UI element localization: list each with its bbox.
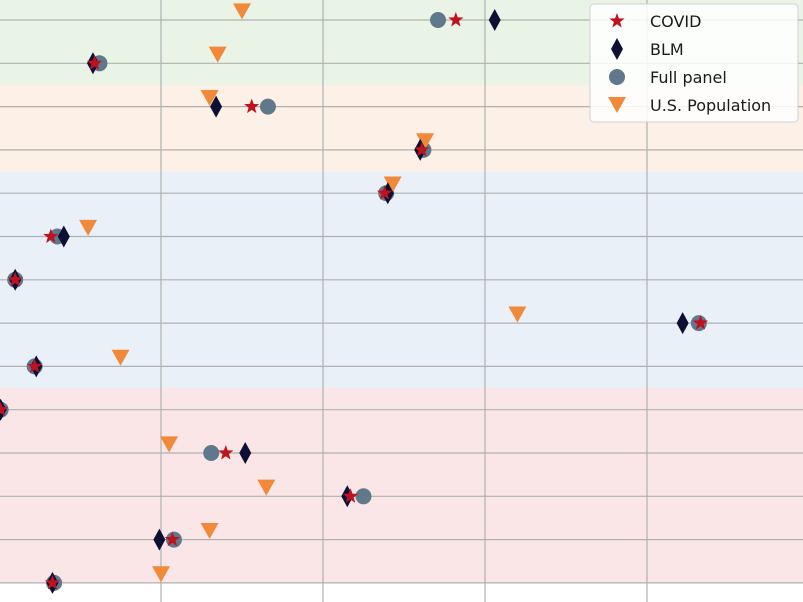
- u-s-population-point: [383, 176, 402, 193]
- u-s-population-point: [160, 436, 179, 453]
- blm-point: [488, 9, 501, 31]
- blm-point: [239, 442, 252, 464]
- data-points: [0, 3, 709, 594]
- legend-label-blm: BLM: [650, 40, 684, 59]
- legend-label-covid: COVID: [650, 12, 701, 31]
- legend-label-full-panel: Full panel: [650, 68, 727, 87]
- legend-marker-covid: [609, 13, 625, 28]
- legend-frame: [589, 3, 799, 123]
- blm-point: [676, 312, 689, 335]
- blm-point: [57, 225, 70, 248]
- blm-point: [153, 528, 166, 551]
- covid-point: [692, 315, 709, 330]
- full-panel-point: [259, 98, 276, 115]
- legend-marker-blm: [611, 38, 623, 60]
- covid-point: [414, 141, 430, 157]
- u-s-population-point: [200, 89, 219, 106]
- legend-label-u-s-population: U.S. Population: [650, 96, 771, 115]
- covid-point: [342, 488, 359, 503]
- u-s-population-point: [111, 349, 130, 366]
- covid-point: [164, 531, 180, 547]
- legend: COVID BLM Full panel U.S. Population: [589, 3, 799, 123]
- legend-marker-full-panel: [609, 69, 625, 85]
- covid-point: [27, 358, 43, 373]
- covid-point: [448, 12, 464, 27]
- u-s-population-point: [79, 219, 98, 236]
- covid-point: [0, 401, 9, 417]
- full-panel-point: [203, 445, 220, 461]
- covid-point: [44, 574, 61, 590]
- u-s-population-point: [152, 566, 170, 583]
- u-s-population-point: [508, 306, 527, 323]
- covid-point: [376, 185, 393, 200]
- u-s-population-point: [200, 522, 219, 539]
- covid-point: [218, 445, 234, 460]
- covid-point: [43, 228, 59, 243]
- covid-point: [7, 271, 23, 287]
- covid-point: [86, 55, 103, 70]
- full-panel-point: [355, 488, 372, 505]
- full-panel-point: [430, 12, 447, 28]
- u-s-population-point: [416, 133, 435, 150]
- band-3: [0, 388, 803, 583]
- blm-point: [210, 95, 223, 118]
- covid-point: [244, 98, 260, 114]
- u-s-population-point: [257, 479, 276, 496]
- u-s-population-point: [208, 46, 227, 63]
- legend-marker-u-s-population: [608, 97, 626, 113]
- u-s-population-point: [233, 3, 251, 20]
